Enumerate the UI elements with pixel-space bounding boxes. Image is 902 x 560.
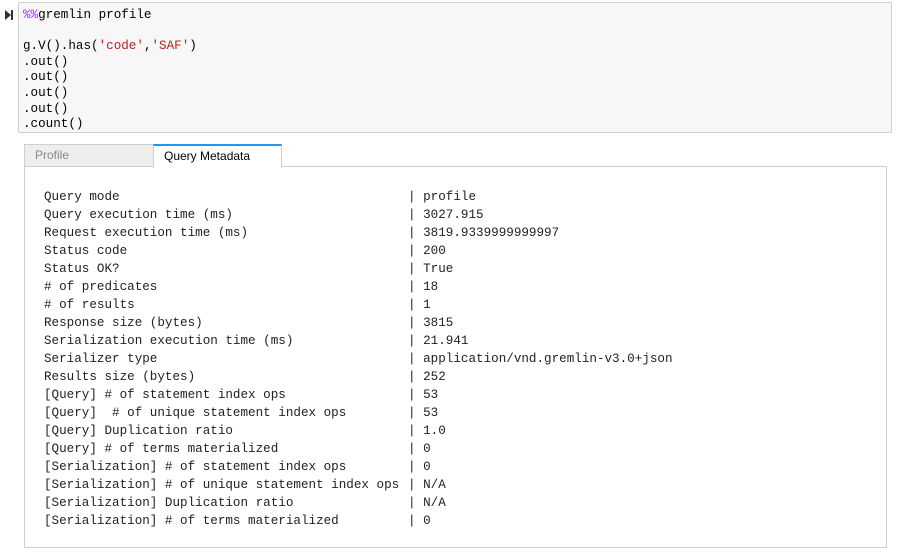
separator: | — [408, 262, 424, 276]
separator: | — [408, 298, 424, 312]
metadata-value: 0 — [423, 460, 431, 474]
separator: | — [408, 370, 424, 384]
metadata-row: Serialization execution time (ms) | 21.94… — [44, 332, 673, 350]
metadata-key: # of results — [44, 298, 135, 312]
metadata-key: Results size (bytes) — [44, 370, 196, 384]
metadata-row: Response size (bytes) | 3815 — [44, 314, 673, 332]
metadata-key: Response size (bytes) — [44, 316, 203, 330]
separator: | — [408, 406, 424, 420]
separator: | — [408, 334, 424, 348]
metadata-value: N/A — [423, 496, 446, 510]
metadata-value: 252 — [423, 370, 446, 384]
metadata-table: Query mode | profile Query execution time … — [44, 188, 673, 530]
metadata-row: [Query] # of statement index ops | 53 — [44, 386, 673, 404]
metadata-row: [Query] # of unique statement index ops |… — [44, 404, 673, 422]
metadata-row: Status OK? | True — [44, 260, 673, 278]
metadata-row: [Query] Duplication ratio | 1.0 — [44, 422, 673, 440]
metadata-key: Status OK? — [44, 262, 120, 276]
metadata-row: Query execution time (ms) | 3027.915 — [44, 206, 673, 224]
metadata-value: 21.941 — [423, 334, 469, 348]
separator: | — [408, 388, 424, 402]
metadata-row: Serializer type | application/vnd.gremlin… — [44, 350, 673, 368]
metadata-key: [Query] # of unique statement index ops — [44, 406, 347, 420]
metadata-row: [Serialization] Duplication ratio | N/A — [44, 494, 673, 512]
metadata-row: [Query] # of terms materialized | 0 — [44, 440, 673, 458]
separator: | — [408, 280, 424, 294]
separator: | — [408, 352, 424, 366]
metadata-key: [Serialization] Duplication ratio — [44, 496, 294, 510]
metadata-key: Query execution time (ms) — [44, 208, 233, 222]
metadata-key: [Query] # of statement index ops — [44, 388, 286, 402]
metadata-key: Serialization execution time (ms) — [44, 334, 294, 348]
metadata-row: Status code | 200 — [44, 242, 673, 260]
separator: | — [408, 442, 424, 456]
metadata-row: Query mode | profile — [44, 188, 673, 206]
metadata-value: 1.0 — [423, 424, 446, 438]
metadata-row: # of predicates | 18 — [44, 278, 673, 296]
metadata-value: 3819.9339999999997 — [423, 226, 560, 240]
metadata-value: 53 — [423, 406, 439, 420]
separator: | — [408, 208, 424, 222]
metadata-key: # of predicates — [44, 280, 158, 294]
separator: | — [408, 424, 424, 438]
metadata-key: Serializer type — [44, 352, 158, 366]
metadata-value: True — [423, 262, 454, 276]
metadata-key: [Query] # of terms materialized — [44, 442, 279, 456]
separator: | — [408, 316, 424, 330]
separator: | — [408, 478, 424, 492]
metadata-value: 3027.915 — [423, 208, 484, 222]
metadata-row: Results size (bytes) | 252 — [44, 368, 673, 386]
code-editor[interactable]: %%gremlin profile g.V().has('code','SAF'… — [23, 8, 197, 132]
code-cell[interactable]: %%gremlin profile g.V().has('code','SAF'… — [18, 2, 892, 133]
metadata-value: N/A — [423, 478, 446, 492]
query-metadata-panel: Query mode | profile Query execution time … — [24, 166, 887, 548]
separator: | — [408, 514, 424, 528]
metadata-value: profile — [423, 190, 477, 204]
metadata-value: application/vnd.gremlin-v3.0+json — [423, 352, 673, 366]
metadata-row: [Serialization] # of unique statement in… — [44, 476, 673, 494]
separator: | — [408, 190, 424, 204]
metadata-value: 0 — [423, 442, 431, 456]
metadata-key: [Serialization] # of unique statement in… — [44, 478, 400, 492]
separator: | — [408, 226, 424, 240]
run-cell-icon[interactable] — [4, 9, 14, 21]
metadata-row: [Serialization] # of statement index ops… — [44, 458, 673, 476]
metadata-key: Status code — [44, 244, 128, 258]
separator: | — [408, 244, 424, 258]
metadata-row: # of results | 1 — [44, 296, 673, 314]
metadata-row: Request execution time (ms) | 3819.933999… — [44, 224, 673, 242]
tab-profile[interactable]: Profile — [24, 144, 154, 166]
tab-query-metadata[interactable]: Query Metadata — [153, 144, 282, 168]
metadata-key: Request execution time (ms) — [44, 226, 249, 240]
metadata-key: [Query] Duplication ratio — [44, 424, 233, 438]
metadata-key: [Serialization] # of statement index ops — [44, 460, 347, 474]
separator: | — [408, 460, 424, 474]
metadata-value: 200 — [423, 244, 446, 258]
metadata-value: 3815 — [423, 316, 454, 330]
metadata-key: [Serialization] # of terms materialized — [44, 514, 339, 528]
separator: | — [408, 496, 424, 510]
metadata-value: 0 — [423, 514, 431, 528]
metadata-row: [Serialization] # of terms materialized |… — [44, 512, 673, 530]
metadata-value: 53 — [423, 388, 439, 402]
metadata-value: 18 — [423, 280, 439, 294]
metadata-value: 1 — [423, 298, 431, 312]
metadata-key: Query mode — [44, 190, 120, 204]
